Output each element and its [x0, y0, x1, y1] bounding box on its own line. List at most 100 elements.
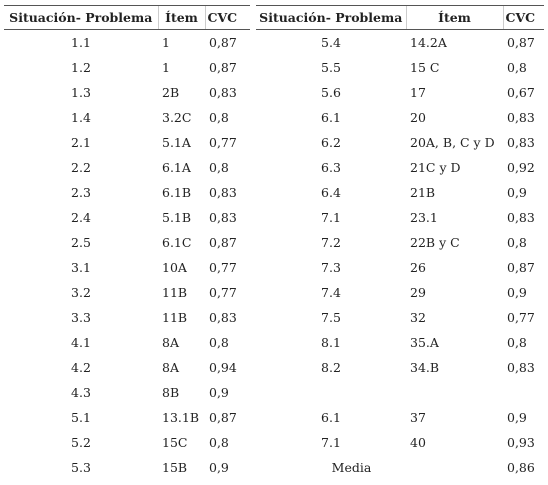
- table-row: 8.2 34.B 0,83: [256, 355, 544, 380]
- footer-label: Media: [331, 460, 372, 475]
- table-cell: 3.1: [71, 260, 91, 275]
- table-cell: 5.4: [321, 35, 341, 50]
- table-cell: 1.3: [71, 85, 91, 100]
- table-cell: 7.4: [321, 285, 341, 300]
- footer-value: 0,86: [507, 460, 535, 475]
- header-cell: CVC: [204, 5, 250, 30]
- table-row: 6.4 21B 0,9: [256, 180, 544, 205]
- table-cell: 0,77: [209, 135, 237, 150]
- table-cell: 4.3: [71, 385, 91, 400]
- table-cell: 0,9: [507, 285, 527, 300]
- table-cell: 6.1: [321, 110, 341, 125]
- table-cell: 14.2A: [410, 35, 447, 50]
- table-cell: 26: [410, 260, 426, 275]
- table-row: 2.5 6.1C 0,87: [4, 230, 250, 255]
- table-cell: 17: [410, 85, 426, 100]
- table-cell: 6.4: [321, 185, 341, 200]
- table-row: 5.4 14.2A 0,87: [256, 30, 544, 56]
- table-cell: 1: [162, 60, 170, 75]
- table-cell: 5.5: [321, 60, 341, 75]
- table-cell: 0,83: [507, 135, 535, 150]
- table-cell: 0,87: [209, 235, 237, 250]
- table-cell: 6.1A: [162, 160, 191, 175]
- header-cell: Situación- Problema: [4, 5, 158, 30]
- table-cell: 0,87: [209, 35, 237, 50]
- table-row: 1.1 1 0,87: [4, 30, 250, 56]
- table-row: 5.1 13.1B 0,87: [4, 405, 250, 430]
- table-cell: 6.1B: [162, 185, 192, 200]
- table-cell: 0,83: [507, 210, 535, 225]
- table-cell: 0,8: [209, 335, 229, 350]
- table-cell: 20: [410, 110, 426, 125]
- table-cell: 37: [410, 410, 426, 425]
- table-row: 6.2 20A, B, C y D 0,83: [256, 130, 544, 155]
- table-cell: 0,94: [209, 360, 237, 375]
- table-cell: 3.3: [71, 310, 91, 325]
- blank-row: [256, 380, 544, 405]
- table-cell: 5.6: [321, 85, 341, 100]
- header-row: Situación- Problema Ítem CVC: [256, 5, 544, 30]
- table-cell: 0,83: [507, 110, 535, 125]
- table-cell: 0,77: [209, 260, 237, 275]
- table-row: 2.3 6.1B 0,83: [4, 180, 250, 205]
- table-cell: 13.1B: [162, 410, 200, 425]
- table-cell: 0,87: [507, 35, 535, 50]
- table-row: 8.1 35.A 0,8: [256, 330, 544, 355]
- table-cell: 15B: [162, 460, 188, 475]
- table-row: 3.2 11B 0,77: [4, 280, 250, 305]
- table-cell: 2.1: [71, 135, 91, 150]
- table-cell: 10A: [162, 260, 187, 275]
- table-cell: 0,8: [507, 335, 527, 350]
- table-row: 7.5 32 0,77: [256, 305, 544, 330]
- table-row: 7.4 29 0,9: [256, 280, 544, 305]
- table-row: 7.1 40 0,93: [256, 430, 544, 455]
- table-cell: 0,9: [507, 410, 527, 425]
- table-cell: 5.1: [71, 410, 91, 425]
- table-left: Situación- Problema Ítem CVC 1.1 1 0,87 1.2…: [4, 5, 250, 480]
- table-cell: 15C: [162, 435, 188, 450]
- table-row: 4.3 8B 0,9: [4, 380, 250, 405]
- table-cell: 0,8: [507, 235, 527, 250]
- header-cell: CVC: [502, 5, 544, 30]
- table-cell: 2.3: [71, 185, 91, 200]
- table-cell: 0,9: [209, 460, 229, 475]
- table-cell: 7.2: [321, 235, 341, 250]
- table-row: 5.5 15 C 0,8: [256, 55, 544, 80]
- table-cell: 0,8: [507, 60, 527, 75]
- table-cell: 29: [410, 285, 426, 300]
- table-cell: 34.B: [410, 360, 440, 375]
- header-cell: Situación- Problema: [256, 5, 406, 30]
- table-cell: 15 C: [410, 60, 440, 75]
- table-cell: 0,83: [209, 185, 237, 200]
- table-cell: 1.4: [71, 110, 91, 125]
- table-row: 1.3 2B 0,83: [4, 80, 250, 105]
- table-cell: 0,83: [209, 85, 237, 100]
- table-row: 7.3 26 0,87: [256, 255, 544, 280]
- table-cell: 0,8: [209, 160, 229, 175]
- table-cell: 7.3: [321, 260, 341, 275]
- table-row: 1.2 1 0,87: [4, 55, 250, 80]
- table-cell: 2B: [162, 85, 180, 100]
- table-cell: 0,83: [507, 360, 535, 375]
- table-row: 7.2 22B y C 0,8: [256, 230, 544, 255]
- table-row: 1.4 3.2C 0,8: [4, 105, 250, 130]
- table-row: 6.1 37 0,9: [256, 405, 544, 430]
- table-cell: 7.5: [321, 310, 341, 325]
- table-row: 5.3 15B 0,9: [4, 455, 250, 480]
- table-cell: 6.1: [321, 410, 341, 425]
- table-row: 3.1 10A 0,77: [4, 255, 250, 280]
- table-cell: 40: [410, 435, 426, 450]
- table-cell: 1.1: [71, 35, 91, 50]
- table-cell: 1.2: [71, 60, 91, 75]
- table-cell: 5.1A: [162, 135, 191, 150]
- blank-cell: [406, 380, 503, 405]
- table-cell: 8A: [162, 335, 179, 350]
- footer-row: Media 0,86: [256, 455, 544, 480]
- table-row: 6.1 20 0,83: [256, 105, 544, 130]
- table-row: 2.2 6.1A 0,8: [4, 155, 250, 180]
- table-row: 5.2 15C 0,8: [4, 430, 250, 455]
- table-cell: 6.2: [321, 135, 341, 150]
- table-cell: 21C y D: [410, 160, 461, 175]
- table-row: 2.4 5.1B 0,83: [4, 205, 250, 230]
